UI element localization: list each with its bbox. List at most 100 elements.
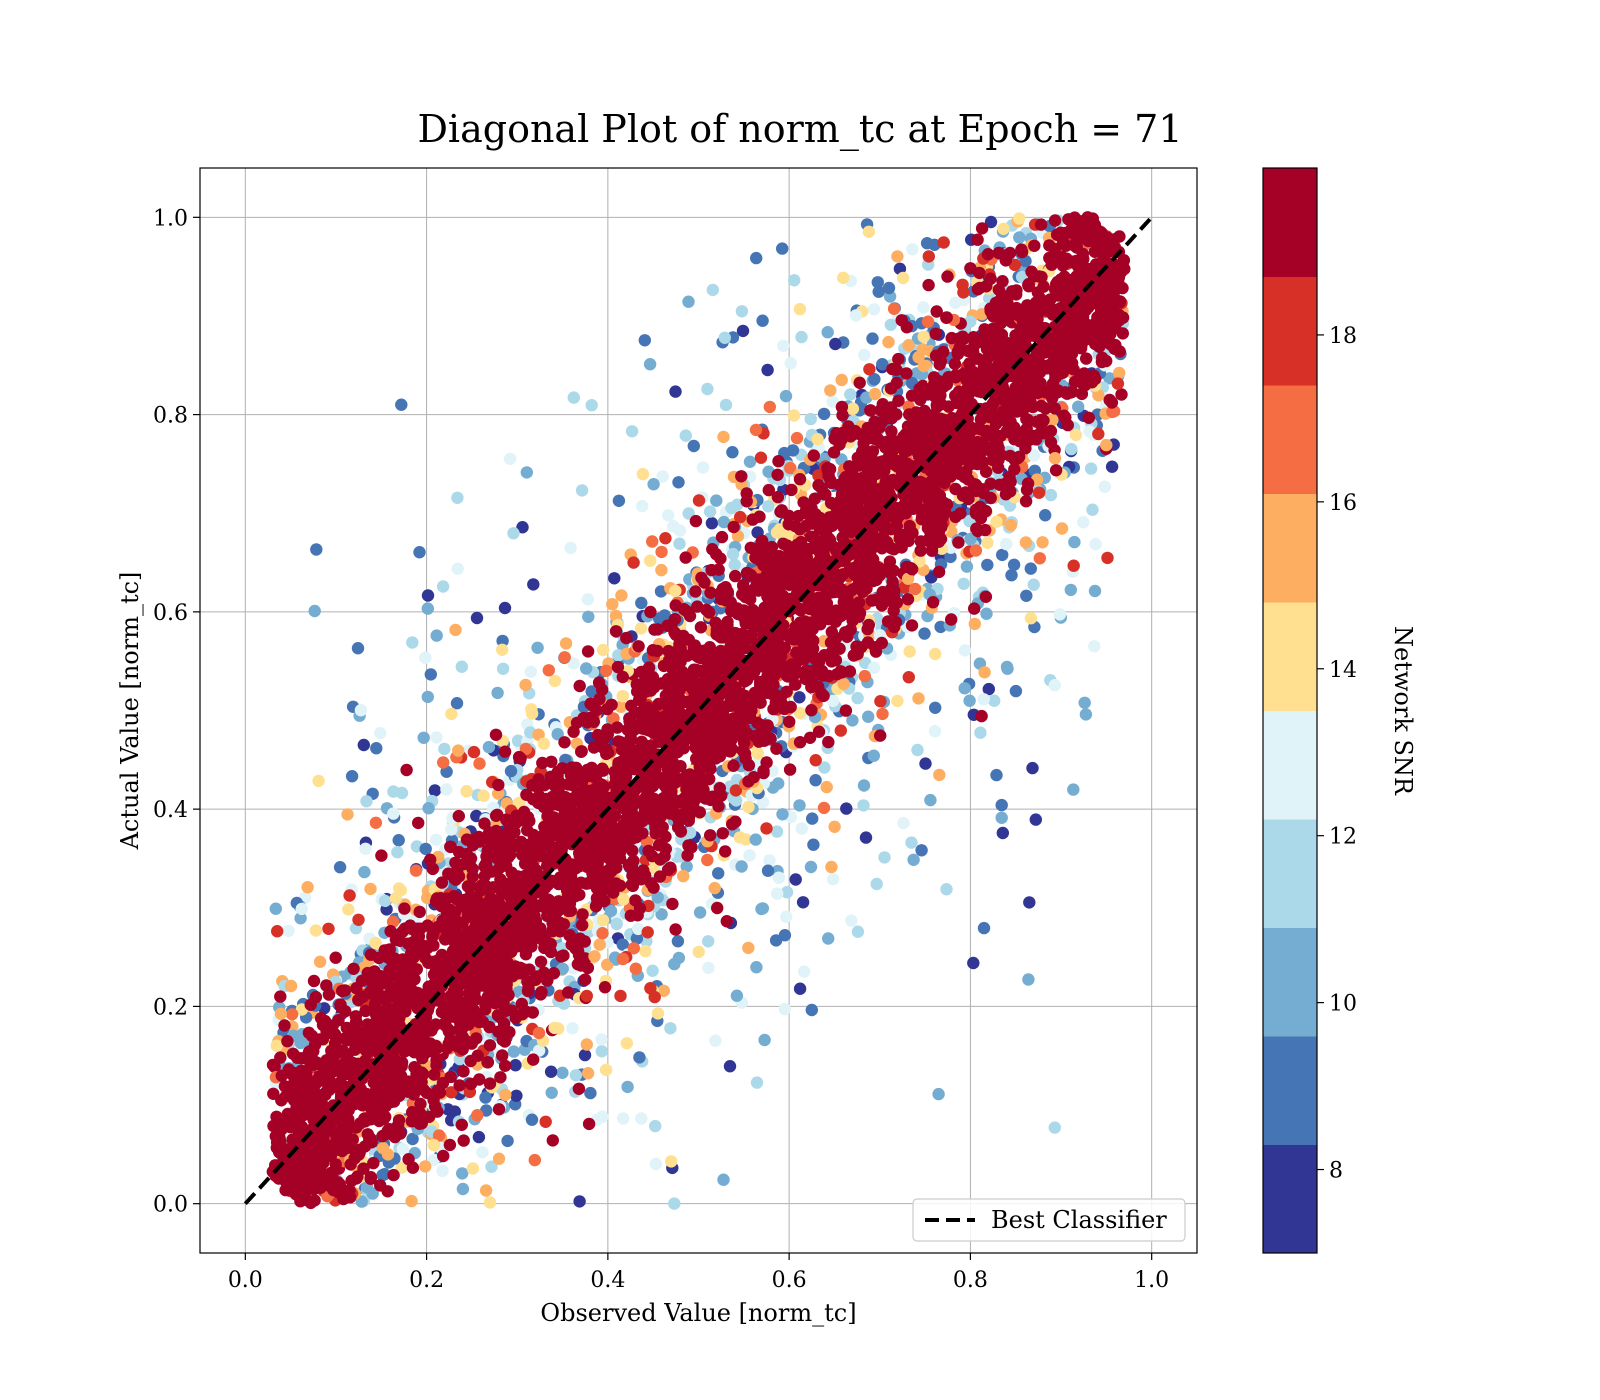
scatter-point [703,641,716,654]
scatter-point [717,515,731,529]
scatter-point [364,882,377,896]
scatter-point [329,951,342,964]
scatter-point [740,487,753,500]
scatter-point [653,870,667,883]
scatter-point [427,1153,440,1167]
scatter-point [672,951,686,965]
scatter-point [789,873,802,886]
scatter-point [689,585,702,598]
scatter-point [515,835,528,849]
scatter-point [867,303,881,316]
scatter-point [359,1004,372,1018]
scatter-point [693,806,706,819]
scatter-point [419,842,432,856]
scatter-point [878,851,891,864]
scatter-point [440,783,453,796]
scatter-point [709,1034,722,1047]
scatter-point [844,388,857,401]
scatter-point [1004,518,1018,532]
scatter-point [398,902,411,915]
scatter-point [784,357,797,370]
scatter-point [701,382,714,396]
scatter-point [386,915,400,928]
scatter-point [378,894,392,908]
scatter-point [720,915,733,928]
scatter-point [467,745,481,759]
scatter-point [858,348,871,362]
scatter-point [846,714,859,727]
scatter-point [396,1142,409,1156]
scatter-point [892,352,905,366]
scatter-point [350,982,363,995]
scatter-point [793,799,806,812]
scatter-point [1065,442,1078,456]
scatter-point [817,801,831,815]
scatter-point [1013,212,1026,225]
scatter-point [763,642,776,656]
scatter-point [788,274,801,287]
scatter-point [897,816,910,830]
scatter-point [392,834,405,847]
chart-title: Diagonal Plot of norm_tc at Epoch = 71 [417,107,1182,152]
scatter-point [516,521,529,534]
scatter-point [995,798,1008,812]
scatter-point [926,596,940,609]
scatter-point [509,1059,522,1072]
scatter-point [1077,252,1090,266]
scatter-point [357,1162,370,1175]
scatter-point [514,752,527,765]
scatter-point [596,643,610,657]
scatter-point [460,833,474,846]
scatter-point [274,1007,288,1020]
scatter-point [445,1086,458,1099]
scatter-point [1027,449,1041,462]
scatter-point [356,1099,369,1112]
scatter-point [413,905,426,919]
scatter-point [867,749,880,762]
scatter-point [679,551,692,564]
scatter-point [783,763,797,776]
scatter-point [278,1019,291,1032]
scatter-point [499,1088,512,1102]
scatter-point [369,936,382,950]
scatter-point [977,693,990,706]
scatter-point [704,829,717,842]
scatter-point [617,893,630,906]
scatter-point [1013,231,1026,244]
scatter-point [546,1134,559,1147]
scatter-point [476,1146,489,1159]
scatter-point [653,612,666,625]
scatter-point [918,627,931,640]
scatter-point [882,335,895,349]
scatter-point [901,572,915,585]
scatter-point [718,331,731,344]
scatter-point [346,1133,359,1146]
scatter-point [561,986,575,999]
scatter-point [437,756,450,769]
scatter-point [511,734,525,747]
scatter-point [1068,535,1081,549]
scatter-point [633,1051,646,1064]
scatter-point [783,715,796,728]
scatter-point [672,476,685,489]
scatter-point [345,770,359,783]
scatter-point [793,473,807,486]
scatter-point [853,376,866,389]
scatter-point [668,1197,681,1210]
scatter-point [1088,584,1102,598]
scatter-point [836,409,849,422]
scatter-point [629,962,642,975]
scatter-point [344,1158,357,1171]
scatter-point [1029,813,1043,826]
scatter-point [771,490,785,504]
scatter-point [649,1119,662,1133]
scatter-point [616,938,629,951]
scatter-point [716,827,729,840]
scatter-point [532,728,545,741]
scatter-point [271,925,284,938]
scatter-point [776,242,789,255]
scatter-point [395,398,408,411]
scatter-point [896,271,910,285]
scatter-point [796,896,810,909]
scatter-point [940,311,953,324]
